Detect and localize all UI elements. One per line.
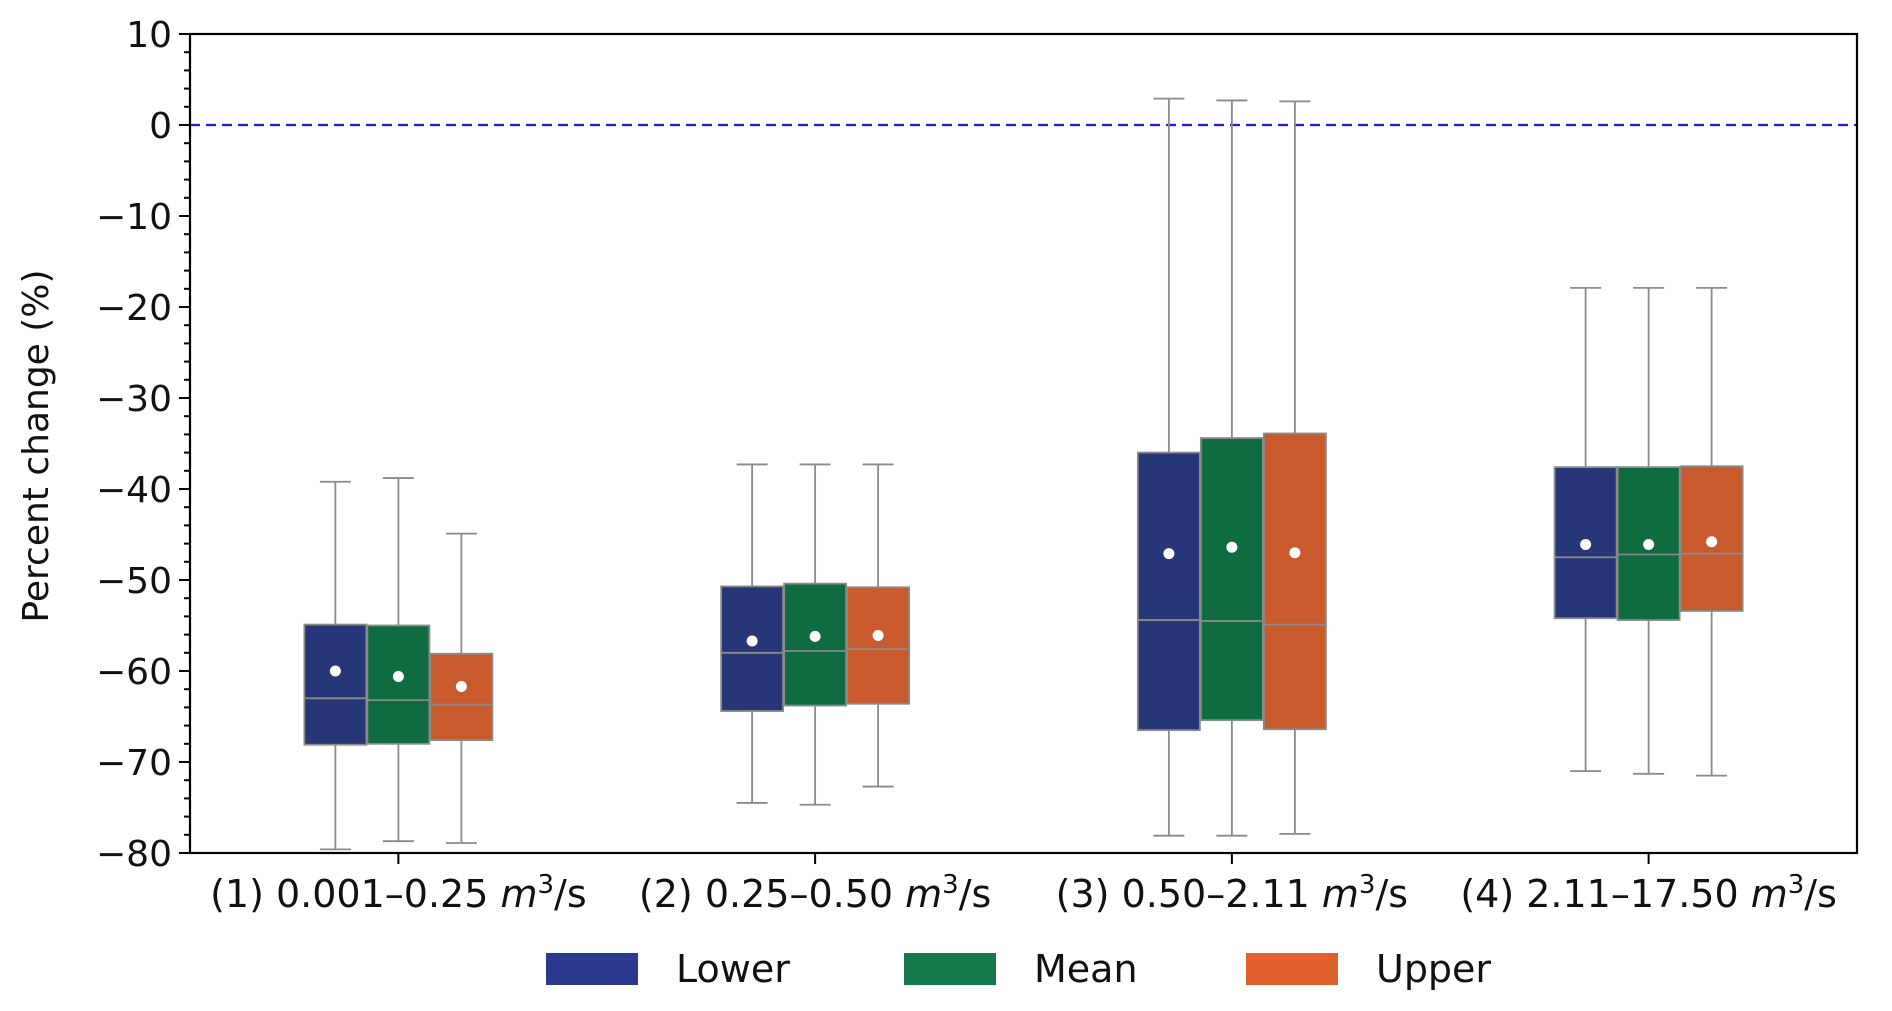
mean-marker: [1580, 539, 1592, 551]
mean-marker: [1706, 536, 1718, 548]
box-lower: [720, 585, 785, 712]
mean-marker: [455, 680, 467, 692]
box-lower: [1136, 451, 1201, 732]
mean-marker: [392, 670, 404, 682]
y-tick-label: −70: [96, 743, 172, 784]
x-category-label: (2) 0.25–0.50 m3/s: [639, 870, 991, 916]
plot-frame: [188, 32, 1859, 855]
y-tick-label: −80: [96, 834, 172, 875]
box-mean: [1199, 437, 1264, 722]
mean-marker: [1643, 539, 1655, 551]
legend-swatch-upper: [1246, 953, 1338, 985]
y-tick-label: −50: [96, 561, 172, 602]
box-lower: [303, 623, 368, 746]
y-tick-label: 0: [149, 106, 172, 147]
legend-label-lower: Lower: [676, 947, 790, 991]
y-tick-label: −40: [96, 470, 172, 511]
legend-swatch-mean: [904, 953, 996, 985]
y-tick-label: −20: [96, 288, 172, 329]
legend-label-mean: Mean: [1034, 947, 1138, 991]
mean-marker: [1289, 547, 1301, 559]
plot-area: 10 0 −10 −20 −30 −40 −50 −60 −70 −80 (1) 0.001–0.2…: [96, 15, 1859, 991]
y-tick-label: −10: [96, 197, 172, 238]
mean-marker: [1226, 541, 1238, 553]
box-mean: [783, 582, 848, 707]
box-upper: [429, 652, 494, 742]
mean-marker: [872, 630, 884, 642]
mean-marker: [746, 635, 758, 647]
box-mean: [366, 624, 431, 745]
y-tick-label: −60: [96, 652, 172, 693]
mean-marker: [1163, 548, 1175, 560]
x-category-label: (1) 0.001–0.25 m3/s: [210, 870, 587, 916]
y-tick-label: −30: [96, 379, 172, 420]
box-upper: [1262, 432, 1327, 731]
mean-marker: [329, 665, 341, 677]
y-tick-label: 10: [126, 15, 172, 56]
legend-label-upper: Upper: [1376, 947, 1491, 991]
mean-marker: [809, 630, 821, 642]
box-upper: [846, 586, 911, 705]
legend-swatch-lower: [546, 953, 638, 985]
y-axis-label: Percent change (%): [16, 269, 57, 622]
x-category-label: (4) 2.11–17.50 m3/s: [1460, 870, 1837, 916]
x-category-label: (3) 0.50–2.11 m3/s: [1056, 870, 1408, 916]
